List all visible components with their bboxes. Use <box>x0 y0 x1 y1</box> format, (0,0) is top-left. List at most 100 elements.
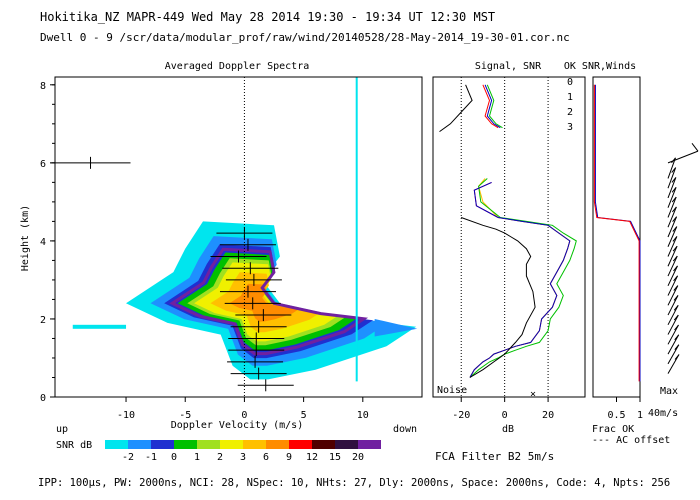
wind-barb <box>667 177 677 199</box>
corner-down-label: down <box>393 424 417 435</box>
wind-barb <box>667 167 677 189</box>
wind-barb-upper-head <box>691 143 699 152</box>
wind-barb-flag <box>674 354 680 360</box>
wind-barb-flag <box>674 344 680 351</box>
wind-barb <box>667 187 677 208</box>
wind-barb-flag <box>672 216 677 223</box>
colorbar-swatch-1 <box>128 440 151 449</box>
y-tick-label: 8 <box>40 81 46 92</box>
colorbar-label: 9 <box>286 452 292 463</box>
filter-label: FCA Filter B2 5m/s <box>435 450 555 463</box>
snr-frame <box>432 76 586 398</box>
snr-axes: -20 0 20 <box>432 76 586 421</box>
snr-upper-2 <box>484 84 501 129</box>
x-tick-label: 5 <box>301 410 307 421</box>
header-line1: Hokitika_NZ MAPR-449 Wed May 28 2014 19:… <box>40 10 496 24</box>
snr-x-tick-label: 20 <box>542 410 554 421</box>
wind-barb-flag <box>671 167 677 173</box>
colorbar-swatch-6 <box>243 440 266 449</box>
colorbar-swatch-4 <box>197 440 220 449</box>
wind-barb <box>667 236 678 257</box>
contour-level-7 <box>229 283 300 322</box>
wind-barb-flag <box>671 186 677 193</box>
wind-barb <box>667 255 678 277</box>
wind-barb-upper <box>667 150 699 164</box>
wind-barb <box>667 216 678 238</box>
wind-barb-flag <box>672 236 678 242</box>
snr-title: Signal, SNR <box>475 61 542 72</box>
colorbar-swatch-11 <box>358 440 381 449</box>
ok-axes: 0.5 1 <box>592 76 643 421</box>
wind-barb-flag <box>672 226 678 232</box>
header-line2: Dwell 0 - 9 /scr/data/modular_prof/raw/w… <box>40 31 570 44</box>
wind-barb-flag <box>673 295 679 301</box>
wind-barb-flag <box>674 324 679 331</box>
wind-barb <box>667 196 677 218</box>
right-tail <box>374 318 418 337</box>
legend-item-2: 2 <box>567 107 573 118</box>
wind-barb <box>667 334 680 355</box>
doppler-xlabel: Doppler Velocity (m/s) <box>171 420 303 431</box>
wind-barb-flag <box>673 314 679 321</box>
wind-barb-flag <box>673 275 678 282</box>
snr-upper-3 <box>439 84 473 133</box>
wind-barb-flag <box>673 285 679 291</box>
colorbar-label: 0 <box>171 452 177 463</box>
snr-x-tick-label: -20 <box>452 410 470 421</box>
max-label: Max <box>660 386 678 397</box>
wind-barb <box>667 295 679 316</box>
wind-barb <box>667 265 678 286</box>
wind-barb <box>667 324 679 345</box>
wind-barb-flag <box>672 255 678 262</box>
spectral-spike <box>355 77 358 382</box>
wind-barb <box>667 206 677 228</box>
wind-barb-flag <box>673 265 678 272</box>
wind-barb <box>667 354 680 374</box>
colorbar-label: -2 <box>122 452 134 463</box>
wind-barb-flag <box>673 304 679 311</box>
ac-offset-label: --- AC offset <box>592 435 670 446</box>
colorbar-title: SNR dB <box>56 440 92 451</box>
wind-barb-flag <box>672 206 677 213</box>
legend-item-1: 1 <box>567 92 573 103</box>
frac-ok-label: Frac OK <box>592 424 634 435</box>
height-axis-label: Height (km) <box>20 205 31 271</box>
doppler-spectra-contours <box>72 77 418 382</box>
noise-marker: × <box>530 389 536 400</box>
colorbar-swatch-8 <box>289 440 312 449</box>
y-tick-label: 6 <box>40 159 46 170</box>
colorbar-label: 20 <box>352 452 364 463</box>
colorbar-label: 12 <box>306 452 318 463</box>
y-tick-label: 4 <box>40 237 46 248</box>
colorbar-label: 1 <box>194 452 200 463</box>
snr-xlabel: dB <box>502 424 514 435</box>
left-tail <box>72 324 127 329</box>
colorbar-swatch-10 <box>335 440 358 449</box>
ok-title: OK SNR,Winds <box>564 61 636 72</box>
legend-item-0: 0 <box>567 77 573 88</box>
snr-lines <box>439 84 577 378</box>
colorbar-swatch-9 <box>312 440 335 449</box>
max-speed-label: 40m/s <box>648 408 678 419</box>
wind-barb <box>667 285 679 306</box>
ok-line-0 <box>594 84 641 382</box>
wind-barb-flag <box>671 177 677 183</box>
ok-x-tick-label: 0.5 <box>607 410 625 421</box>
snr-colorbar: -2 -1 0 1 2 3 6 9 12 15 20 <box>105 440 381 463</box>
y-tick-label: 0 <box>40 393 46 404</box>
wind-barb-flag <box>674 334 680 341</box>
legend-item-3: 3 <box>567 122 573 133</box>
ok-frame <box>592 76 641 398</box>
wind-barb-flag <box>672 245 678 252</box>
ok-lines <box>593 84 641 382</box>
colorbar-swatch-7 <box>266 440 289 449</box>
wind-barbs <box>667 143 699 374</box>
noise-label: Noise <box>437 385 467 396</box>
snr-legend: 01230123 <box>567 77 573 133</box>
wind-barb <box>667 314 679 335</box>
wind-barb <box>667 305 679 326</box>
snr-upper-1 <box>486 84 503 129</box>
doppler-frame <box>54 76 423 398</box>
snr-series-1 <box>469 178 571 378</box>
